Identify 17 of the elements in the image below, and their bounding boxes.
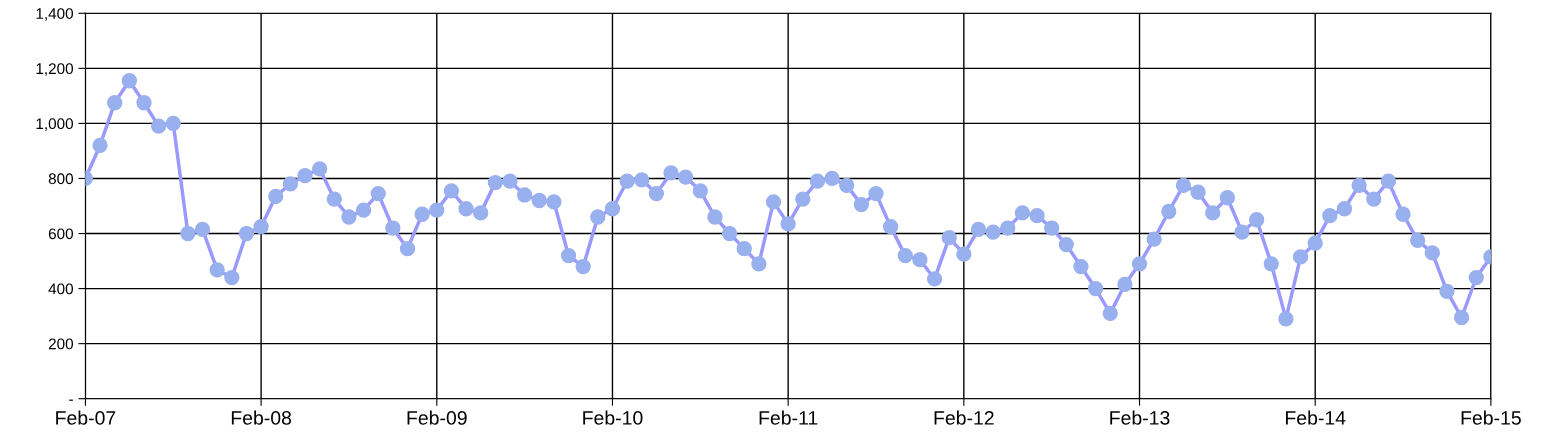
y-tick-label: 1,400 xyxy=(36,8,74,21)
x-tick-label: Feb-10 xyxy=(583,410,643,425)
x-tick-label: Feb-12 xyxy=(934,410,994,425)
y-tick-label: 800 xyxy=(48,173,74,185)
y-tick-label: - xyxy=(69,399,73,401)
y-tick-label: 1,200 xyxy=(36,63,74,76)
x-tick-label: Feb-14 xyxy=(1285,410,1346,425)
x-tick-label: Feb-11 xyxy=(759,410,818,425)
y-tick-label: 400 xyxy=(48,283,74,295)
x-tick-label: Feb-15 xyxy=(1461,410,1521,425)
y-tick-label: 600 xyxy=(48,228,74,240)
x-tick-label: Feb-13 xyxy=(1110,410,1170,425)
x-tick-label: Feb-08 xyxy=(231,410,292,425)
x-tick-label: Feb-07 xyxy=(56,410,116,425)
x-tick-label: Feb-09 xyxy=(407,410,467,425)
y-tick-label: 200 xyxy=(48,338,74,350)
y-tick-label: 1,000 xyxy=(36,118,74,131)
